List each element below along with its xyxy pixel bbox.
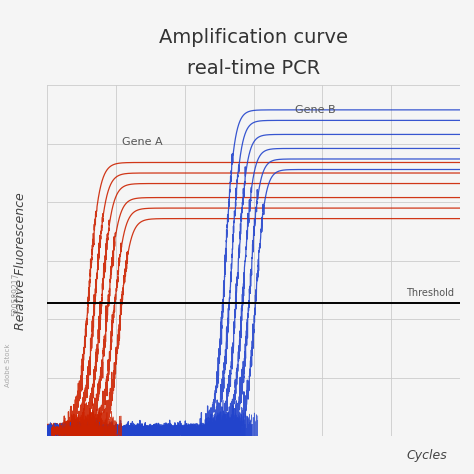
Text: Relative Fluorescence: Relative Fluorescence [14,192,27,329]
Text: Gene A: Gene A [122,137,162,147]
Text: Adobe Stock: Adobe Stock [5,343,11,387]
Text: Cycles: Cycles [406,449,447,462]
Text: Threshold: Threshold [406,288,454,298]
Title: Amplification curve
real-time PCR: Amplification curve real-time PCR [159,28,348,78]
Text: 520589217: 520589217 [12,272,21,316]
Text: Gene B: Gene B [295,105,336,115]
